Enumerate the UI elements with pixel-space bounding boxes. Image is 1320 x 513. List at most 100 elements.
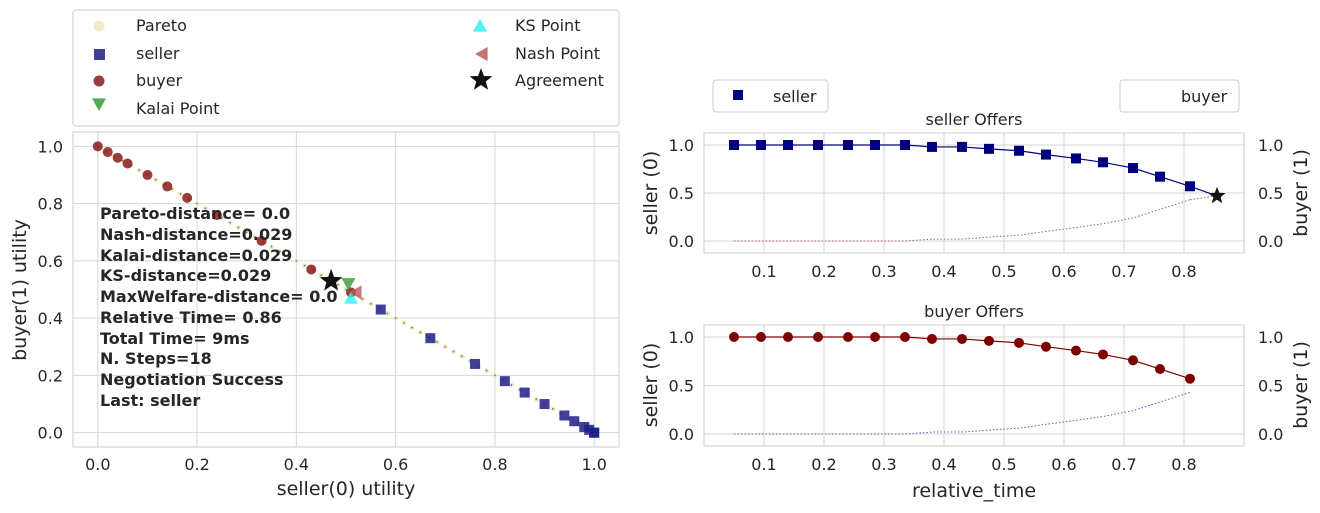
pareto-point-center	[196, 202, 198, 205]
seller-offers-right-axis-label: buyer (1)	[1290, 149, 1312, 237]
buyer-offers-left-tick-label: 1.0	[669, 328, 694, 347]
scatter-y-tick-label: 1.0	[38, 137, 63, 156]
seller-offer-point	[569, 416, 580, 427]
buyer-offers-offer-marker	[870, 332, 880, 342]
buyer-offers-right-axis-label: buyer (1)	[1290, 341, 1312, 429]
annotation-total-time: Total Time= 9ms	[100, 329, 250, 348]
pareto-point-center	[460, 355, 463, 358]
seller-offer-point	[499, 376, 510, 387]
buyer-offers-offer-marker	[1098, 349, 1108, 360]
legend-marker-pareto	[93, 20, 105, 32]
seller-offers-right-tick-label: 0.5	[1258, 184, 1283, 203]
legend-seller-label: seller	[773, 87, 817, 106]
pareto-point-center	[320, 274, 323, 277]
buyer-offer-point	[92, 141, 103, 152]
seller-offer-point	[470, 358, 481, 369]
pareto-point-center	[444, 345, 447, 348]
seller-offers-opponent-utility-line	[734, 199, 1191, 242]
ks-point	[343, 291, 358, 304]
scatter-x-tick-label: 0.8	[482, 455, 507, 474]
pareto-point-center	[452, 350, 455, 353]
pareto-point-center	[270, 245, 273, 248]
legend-label-agreement: Agreement	[515, 71, 604, 90]
buyer-offers-offer-marker	[843, 332, 853, 342]
seller-offers-offer-marker	[1098, 157, 1108, 168]
annotation-last: Last: seller	[100, 391, 200, 410]
pareto-point-center	[254, 236, 256, 238]
scatter-x-axis-label: seller(0) utility	[277, 478, 416, 500]
seller-offers-x-tick-label: 0.1	[751, 262, 776, 281]
seller-offers-offer-marker	[984, 143, 994, 154]
pareto-point-center	[361, 298, 364, 300]
seller-offer-point	[425, 333, 436, 344]
buyer-offers-left-tick-label: 0.5	[669, 377, 694, 396]
scatter-x-tick-label: 0.6	[383, 455, 408, 474]
pareto-point-center	[204, 207, 207, 210]
seller-offers-opponent-utility-line-end	[1189, 195, 1218, 201]
buyer-offers-x-tick-label: 0.7	[1111, 455, 1136, 474]
buyer-offer-point	[256, 235, 267, 246]
buyer-offers-offer-marker	[1071, 345, 1081, 356]
buyer-offers-opponent-utility-line	[734, 391, 1191, 435]
seller-offer-point	[375, 304, 386, 315]
buyer-offers-x-tick-label: 0.3	[871, 455, 896, 474]
seller-offers-x-tick-label: 0.4	[931, 262, 956, 281]
buyer-offer-point	[211, 210, 222, 221]
annotation-kalai-distance: Kalai-distance=0.029	[100, 246, 292, 265]
seller-offers-legend-buyer	[1119, 79, 1240, 113]
agreement-point	[319, 268, 343, 291]
pareto-point-center	[485, 369, 488, 372]
seller-offers-x-tick-label: 0.8	[1171, 262, 1196, 281]
legend-label-pareto: Pareto	[136, 16, 187, 35]
buyer-offers-x-tick-label: 0.5	[991, 455, 1016, 474]
seller-offers-x-tick-label: 0.5	[991, 262, 1016, 281]
buyer-offers-x-tick-label: 0.8	[1171, 455, 1196, 474]
pareto-point-center	[394, 317, 397, 320]
buyer-offers-offer-marker	[900, 332, 910, 342]
legend-marker-buyer	[93, 75, 105, 87]
nash-point	[348, 285, 362, 300]
buyer-offer-point	[142, 169, 153, 180]
scatter-y-tick-label: 0.8	[38, 195, 63, 214]
seller-offers-offer-marker	[1185, 181, 1195, 192]
seller-offers-plot: seller buyer seller Offers 0.1 0.2 0.3 0.4 0…	[640, 79, 1312, 281]
pareto-point-center	[179, 193, 182, 195]
seller-offers-left-tick-label: 0.5	[669, 184, 694, 203]
buyer-offer-point	[122, 158, 133, 169]
seller-offer-point	[519, 387, 530, 398]
legend-buyer-label: buyer	[1181, 87, 1228, 106]
seller-offers-left-tick-label: 0.0	[669, 232, 694, 251]
buyer-offers-frame	[703, 324, 1245, 447]
seller-offers-x-tick-label: 0.3	[871, 262, 896, 281]
seller-offer-point	[559, 410, 570, 421]
pareto-point-center	[336, 283, 339, 286]
buyer-offers-offer-marker	[756, 332, 766, 342]
pareto-point-center	[436, 341, 438, 343]
annotation-maxwelfare-distance: MaxWelfare-distance= 0.0	[100, 287, 338, 306]
annotation-n-steps: N. Steps=18	[100, 349, 212, 368]
seller-offers-title: seller Offers	[926, 110, 1023, 129]
buyer-offers-left-tick-label: 0.0	[669, 425, 694, 444]
pareto-point-center	[245, 231, 248, 234]
buyer-offers-offer-marker	[1155, 364, 1165, 375]
legend-marker-nash	[475, 47, 488, 61]
buyer-offers-title: buyer Offers	[924, 302, 1024, 321]
annotation-ks-distance: KS-distance=0.029	[100, 266, 271, 285]
buyer-offer-point	[306, 264, 317, 275]
buyer-offers-offer-marker	[729, 332, 739, 342]
legend-marker-seller	[94, 49, 105, 60]
pareto-point-center	[510, 384, 513, 386]
buyer-offers-x-axis-label: relative_time	[912, 480, 1036, 502]
annotation-nash-distance: Nash-distance=0.029	[100, 225, 292, 244]
pareto-point-center	[411, 326, 414, 329]
legend-marker-ks	[473, 19, 487, 32]
seller-offers-offer-marker	[756, 140, 766, 150]
pareto-point-center	[138, 169, 141, 172]
buyer-offers-offer-marker	[783, 332, 793, 342]
scatter-plot-frame	[72, 131, 620, 448]
buyer-offers-offer-marker	[1041, 341, 1051, 352]
scatter-legend	[72, 9, 620, 127]
legend-seller-marker	[733, 90, 743, 100]
buyer-offers-plot: buyer Offers 0.1 0.2 0.3 0.4 0.5 0.6 0.7 0.8 0.0…	[640, 302, 1312, 502]
seller-offers-right-tick-label: 1.0	[1258, 136, 1283, 155]
